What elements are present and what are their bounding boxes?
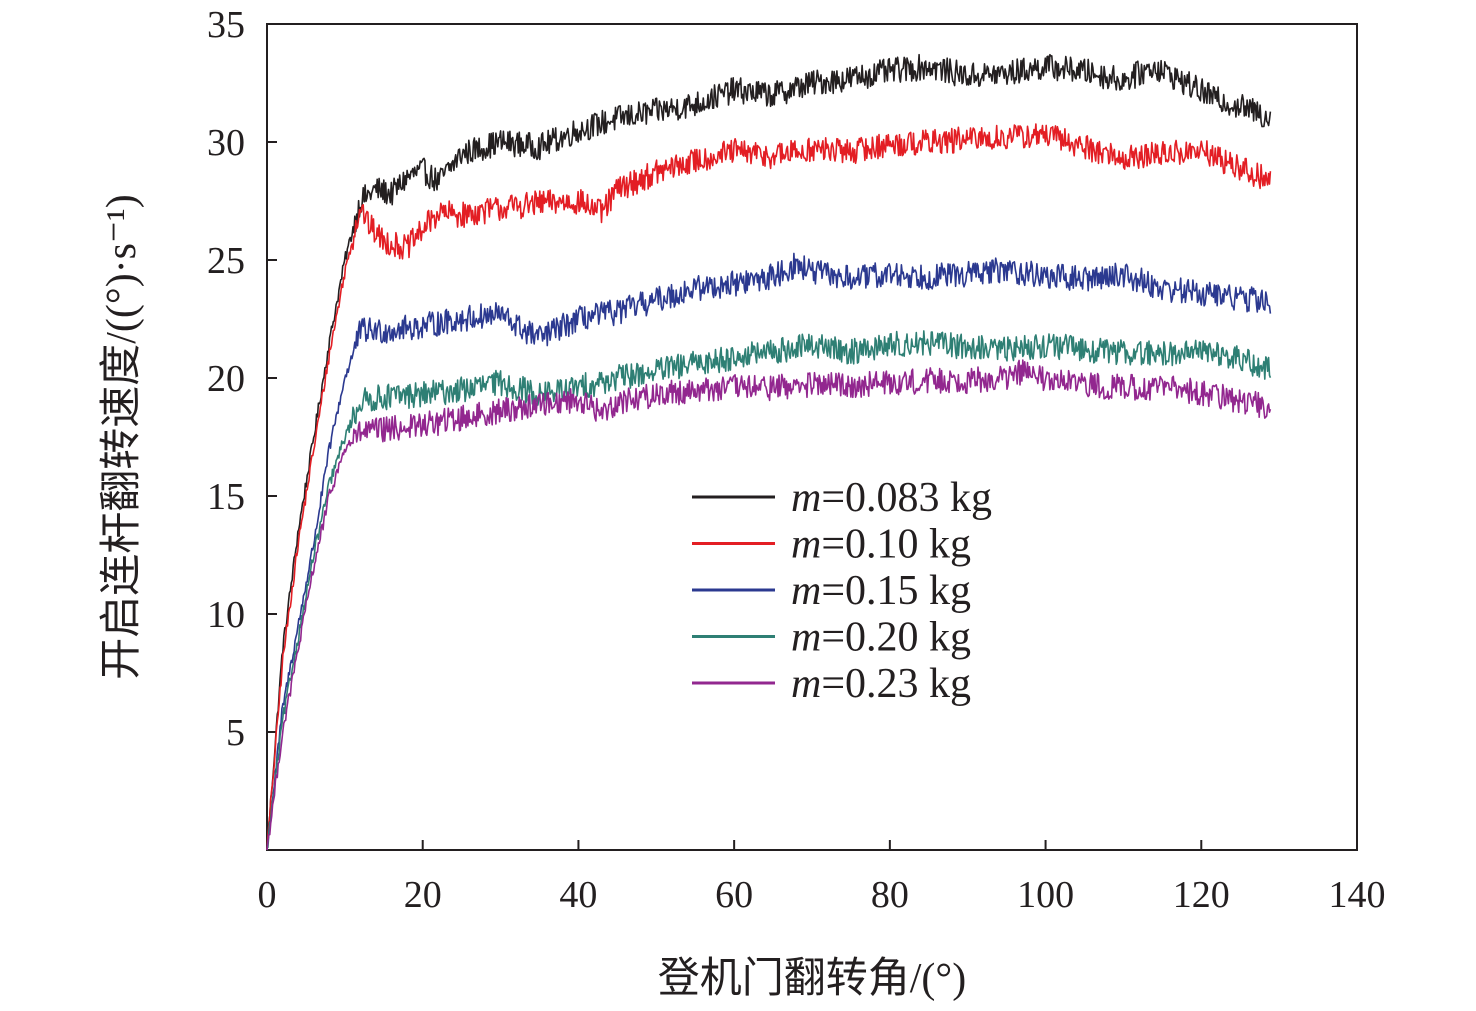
legend-label: m=0.20 kg: [791, 615, 971, 661]
legend-variable: m: [791, 615, 821, 661]
legend: m=0.083 kgm=0.10 kgm=0.15 kgm=0.20 kgm=0…: [692, 475, 992, 707]
y-tick-label: 15: [207, 476, 245, 518]
y-tick-label: 20: [207, 358, 245, 400]
series-line: [266, 53, 1272, 848]
x-tick-label: 60: [715, 874, 753, 916]
x-tick-label: 80: [871, 874, 909, 916]
legend-variable: m: [791, 661, 821, 707]
series-line: [266, 252, 1272, 851]
legend-variable: m: [791, 475, 821, 521]
x-tick-label: 40: [559, 874, 597, 916]
legend-value: =0.10 kg: [821, 522, 971, 568]
series-line: [266, 123, 1272, 851]
y-axis-title: 开启连杆翻转速度/((°)·s⁻¹): [99, 194, 145, 680]
x-axis-title: 登机门翻转角/(°): [658, 956, 966, 1002]
y-tick-label: 10: [207, 594, 245, 636]
x-tick-label: 0: [258, 874, 277, 916]
legend-label: m=0.15 kg: [791, 568, 971, 614]
series-line: [266, 359, 1272, 851]
x-tick-label: 20: [404, 874, 442, 916]
x-tick-label: 140: [1329, 874, 1386, 916]
y-tick-label: 5: [226, 712, 245, 754]
legend-label: m=0.23 kg: [791, 661, 971, 707]
y-tick-label: 30: [207, 122, 245, 164]
y-tick-label: 25: [207, 240, 245, 282]
legend-value: =0.15 kg: [821, 568, 971, 614]
plot-frame: [266, 23, 1358, 851]
x-tick-label: 100: [1017, 874, 1074, 916]
legend-value: =0.20 kg: [821, 615, 971, 661]
legend-variable: m: [791, 568, 821, 614]
legend-label: m=0.10 kg: [791, 522, 971, 568]
y-tick-label: 35: [207, 4, 245, 46]
legend-value: =0.23 kg: [821, 661, 971, 707]
x-tick-label: 120: [1173, 874, 1230, 916]
series-lines: [266, 53, 1272, 851]
axis-ticks: 0 20 40 60 80 100 120 140 5 10 15 20 25 30 35: [207, 4, 1386, 916]
series-line: [266, 330, 1272, 849]
legend-variable: m: [791, 522, 821, 568]
legend-value: =0.083 kg: [821, 475, 992, 521]
legend-label: m=0.083 kg: [791, 475, 992, 521]
